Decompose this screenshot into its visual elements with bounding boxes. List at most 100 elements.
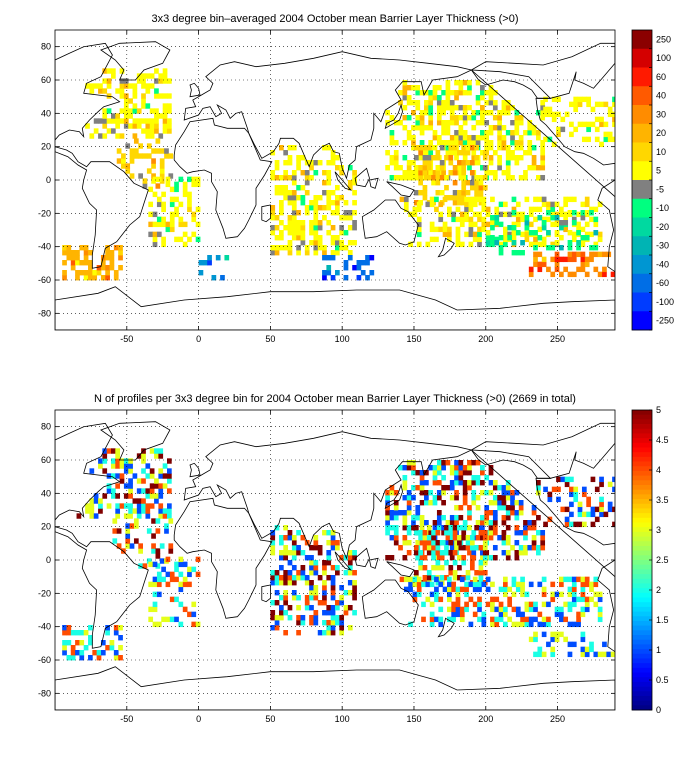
data-cell (511, 225, 517, 231)
data-cell (449, 470, 455, 476)
data-cell (402, 520, 408, 526)
data-cell (136, 78, 142, 84)
data-cell (505, 490, 511, 496)
data-cell (347, 625, 353, 631)
data-cell (431, 555, 436, 561)
data-cell (330, 240, 336, 246)
data-cell (151, 173, 156, 179)
data-cell (105, 255, 110, 261)
data-cell (415, 90, 421, 96)
data-cell (485, 576, 491, 583)
data-cell (511, 221, 517, 228)
data-cell (274, 250, 280, 256)
data-cell (577, 501, 583, 508)
data-cell (274, 625, 280, 631)
data-cell (335, 155, 340, 161)
data-cell (347, 580, 353, 586)
colorbar-swatch (632, 508, 652, 514)
chart-title: N of profiles per 3x3 degree bin for 200… (94, 393, 576, 405)
data-cell (146, 168, 152, 174)
data-cell (291, 555, 297, 561)
data-cell (339, 585, 345, 591)
data-cell (458, 480, 464, 486)
data-cell (291, 550, 297, 556)
data-cell (434, 596, 439, 603)
data-cell (452, 200, 458, 206)
y-tick-label: 0 (46, 175, 51, 185)
data-cell (66, 640, 72, 646)
data-cell (531, 160, 537, 166)
data-cell (393, 540, 399, 546)
colorbar-swatch (632, 606, 652, 612)
data-cell (458, 115, 464, 121)
data-cell (447, 206, 452, 213)
data-cell (540, 160, 546, 166)
data-cell (406, 495, 412, 501)
coastline (55, 42, 121, 141)
data-cell (296, 620, 301, 626)
coastline (55, 286, 615, 330)
data-cell (429, 611, 435, 618)
data-cell (102, 108, 108, 114)
data-cell (478, 530, 484, 536)
data-cell (109, 645, 115, 651)
data-cell (159, 163, 165, 169)
data-cell (418, 535, 423, 541)
data-cell (167, 128, 172, 134)
data-cell (326, 230, 332, 236)
data-cell (174, 596, 179, 603)
data-cell (501, 135, 507, 141)
data-cell (352, 610, 357, 616)
data-cell (191, 621, 197, 628)
data-cell (455, 596, 461, 603)
data-cell (309, 570, 314, 576)
data-cell (178, 601, 184, 608)
data-cell (523, 520, 528, 526)
data-cell (465, 575, 471, 581)
data-cell (472, 581, 478, 588)
data-cell (96, 270, 102, 276)
data-cell (432, 145, 438, 151)
data-cell (304, 555, 310, 561)
data-cell (283, 170, 289, 176)
data-cell (468, 201, 474, 208)
data-cell (593, 251, 599, 258)
data-cell (576, 596, 581, 603)
data-cell (560, 476, 566, 483)
data-cell (492, 90, 498, 96)
data-cell (455, 231, 461, 238)
data-cell (429, 581, 435, 588)
data-cell (169, 221, 175, 228)
data-cell (527, 165, 533, 171)
data-cell (283, 590, 289, 596)
data-cell (406, 490, 412, 496)
data-cell (141, 458, 146, 464)
data-cell (148, 581, 154, 588)
data-cell (138, 548, 143, 554)
data-cell (389, 515, 395, 521)
plot-content (55, 41, 615, 330)
data-cell (398, 545, 403, 551)
data-cell (612, 121, 615, 128)
data-cell (468, 241, 474, 248)
data-cell (152, 241, 158, 248)
data-cell (270, 550, 276, 556)
data-cell (438, 581, 444, 588)
data-cell (471, 175, 477, 181)
data-cell (115, 133, 121, 139)
data-cell (389, 130, 395, 136)
data-cell (174, 181, 179, 188)
data-cell (612, 486, 615, 493)
data-cell (488, 160, 494, 166)
data-cell (418, 175, 423, 181)
data-cell (584, 210, 590, 216)
data-cell (488, 470, 494, 476)
data-cell (482, 155, 488, 161)
data-cell (451, 581, 457, 588)
data-cell (505, 175, 511, 181)
data-cell (411, 470, 416, 476)
data-cell (554, 631, 560, 638)
data-cell (279, 610, 284, 616)
colorbar-swatch (632, 419, 652, 425)
data-cell (462, 130, 468, 136)
